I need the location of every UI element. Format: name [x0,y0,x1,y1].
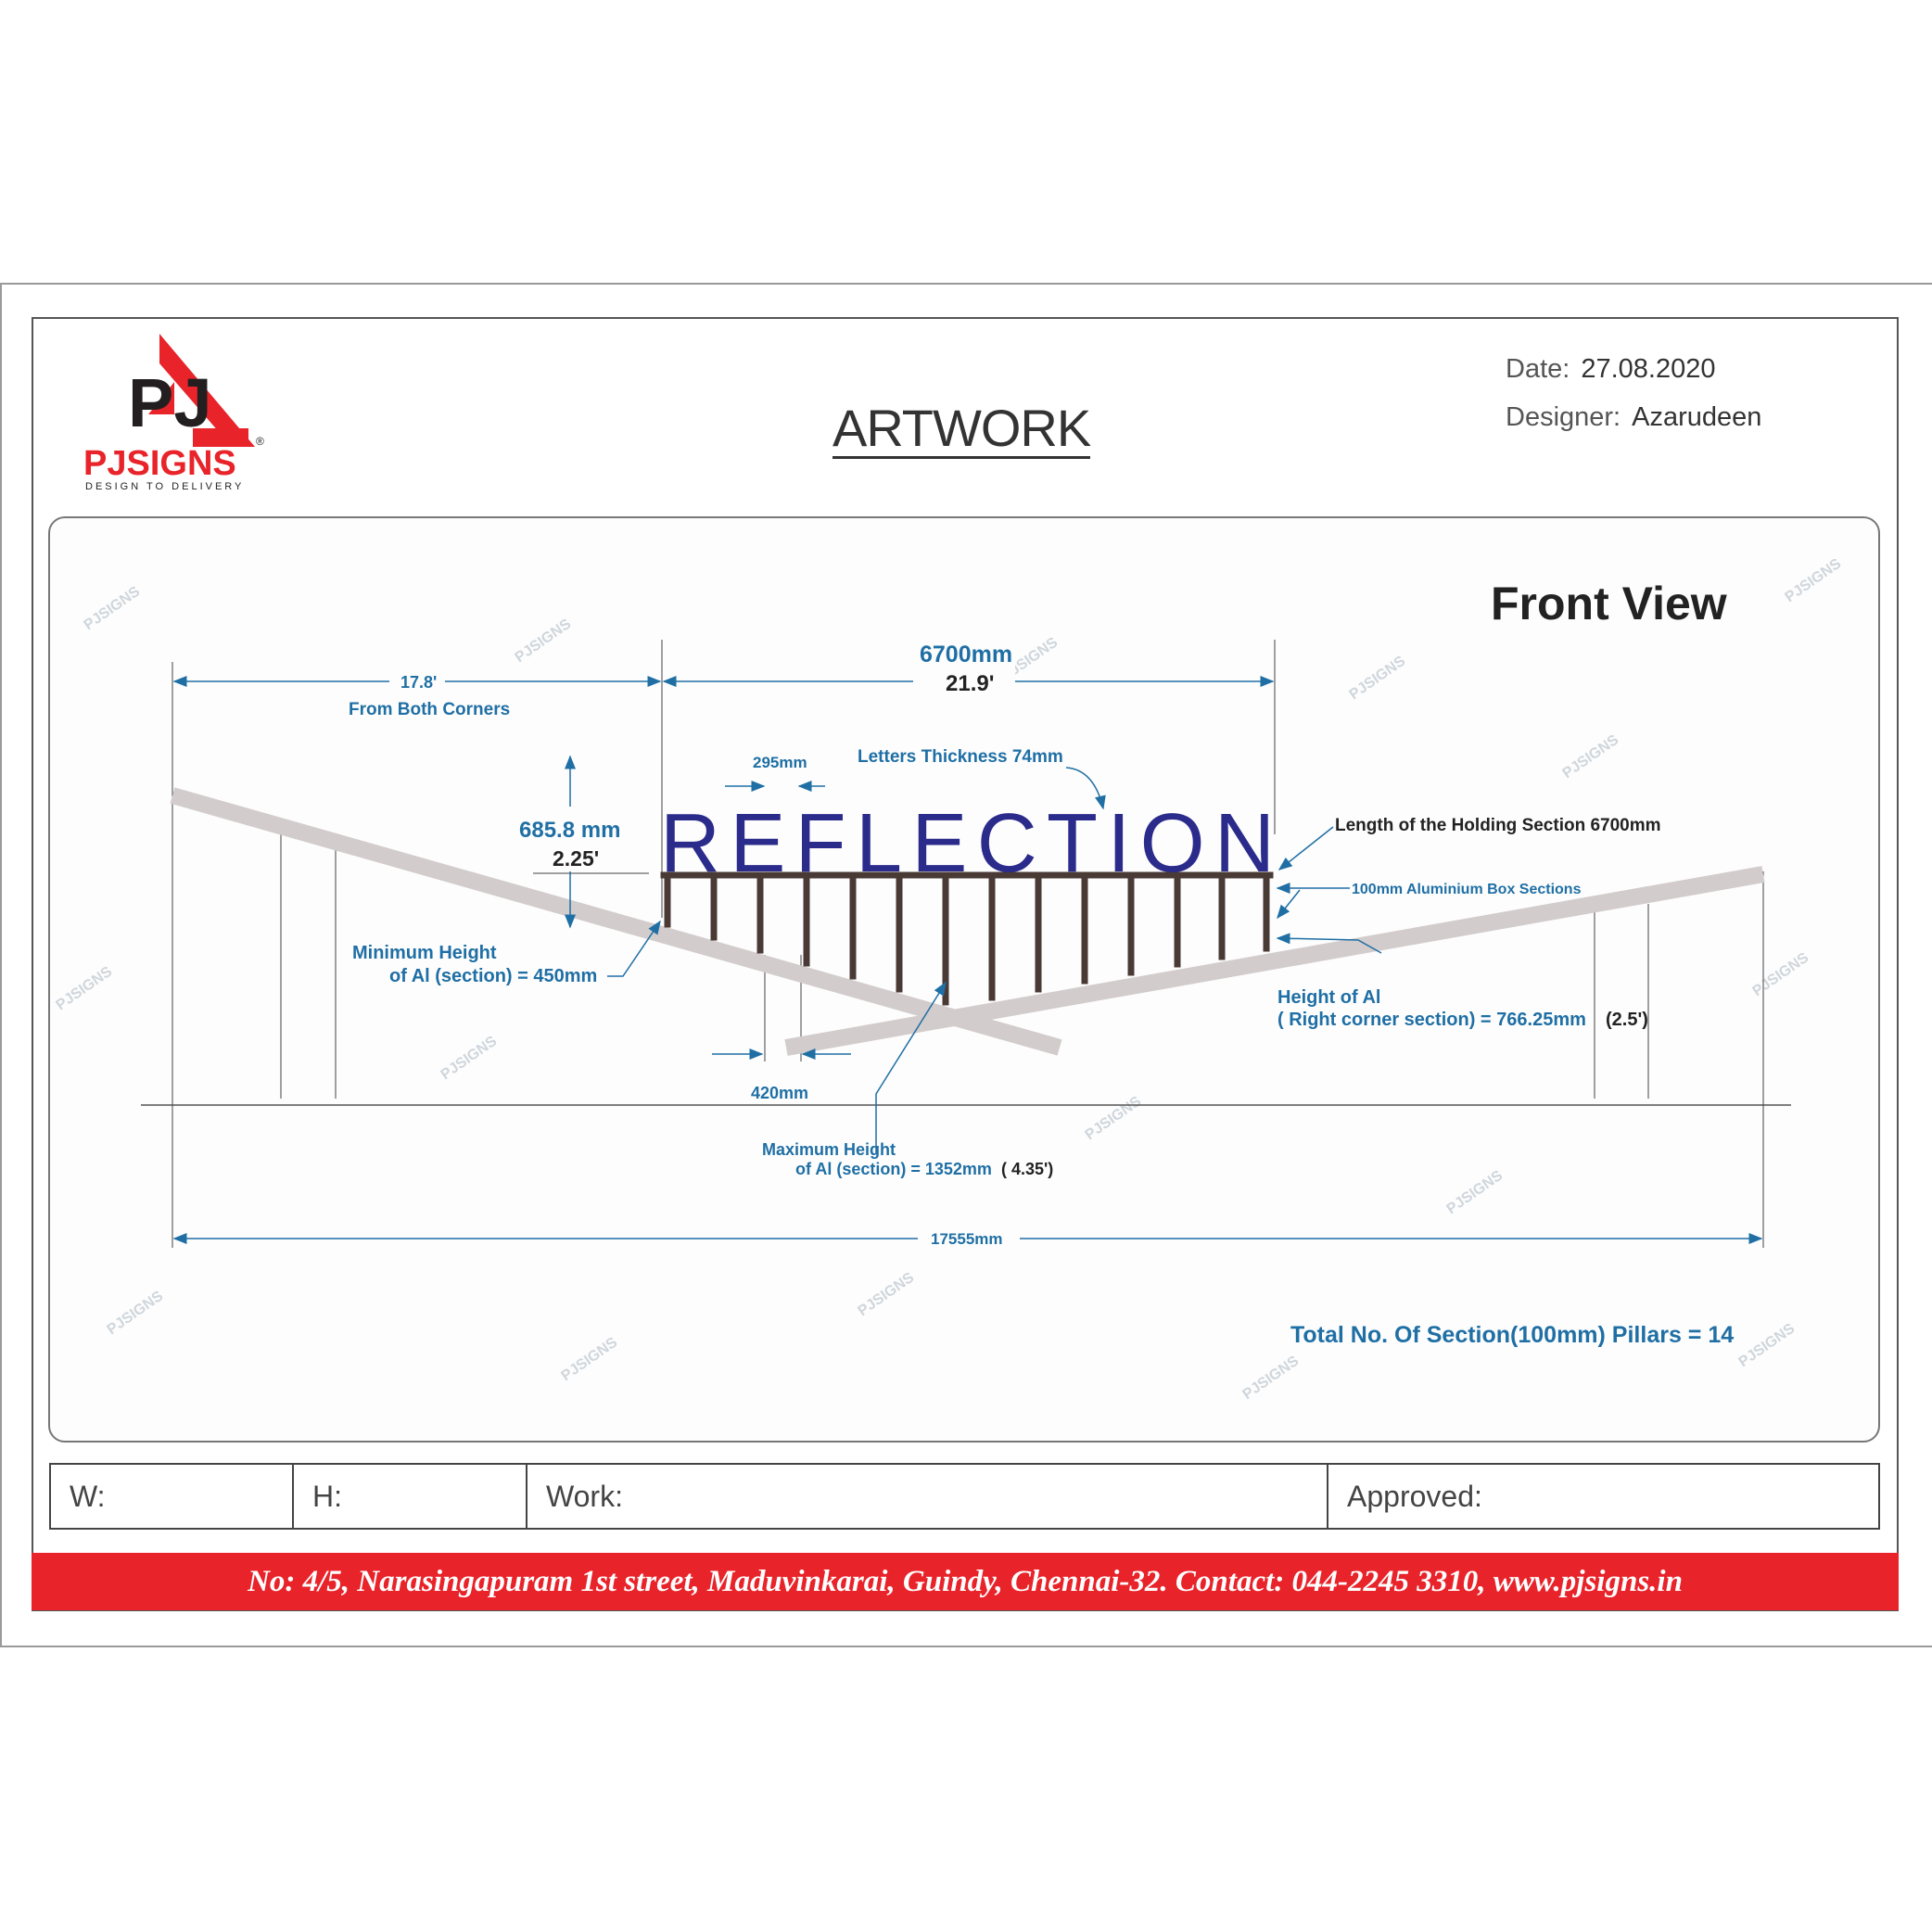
date-label: Date: [1506,354,1570,384]
pjsigns-logo: PJ PJSIGNS ® DESIGN TO DELIVERY [83,334,264,492]
company-address: No: 4/5, Narasingapuram 1st street, Madu… [248,1564,1683,1598]
letter-height-ft: 2.25' [553,846,599,871]
approved-label: Approved: [1347,1479,1482,1513]
left-beam [170,787,1062,1056]
watermark: PJSIGNS [1083,1093,1145,1143]
support-beams [170,787,1765,1056]
max-height-ft: ( 4.35') [1001,1160,1053,1178]
max-height-line1: Maximum Height [762,1140,896,1159]
aluminium-frame [660,871,1274,1006]
watermark: PJSIGNS [1444,1167,1506,1217]
holding-section-leader [1277,826,1334,871]
designer-label: Designer: [1506,402,1621,432]
corner-dimension-note: From Both Corners [349,700,510,719]
date-value: 27.08.2020 [1581,354,1716,384]
max-height-line2: of Al (section) = 1352mm [795,1160,992,1178]
work-field[interactable]: Work: [527,1465,1328,1528]
watermark: PJSIGNS [54,963,116,1013]
watermark: PJSIGNS [1783,555,1845,605]
corner-dimension-value: 17.8' [400,673,437,692]
approved-field[interactable]: Approved: [1328,1465,1878,1528]
pillar-gap: 420mm [751,1084,808,1102]
designer-value: Azarudeen [1632,402,1762,432]
min-height-line2: of Al (section) = 450mm [389,966,597,986]
page-title: ARTWORK [833,399,1091,459]
letter-height-mm: 685.8 mm [519,818,620,843]
right-height-leader [1276,933,1382,954]
extension-lines [172,640,1764,1248]
logo-registered: ® [256,435,264,448]
right-beam [784,866,1765,1056]
watermark: PJSIGNS [1347,653,1409,703]
holding-section-label: Length of the Holding Section 6700mm [1335,816,1661,835]
max-height-leader [875,981,947,1154]
box-sections-label: 100mm Aluminium Box Sections [1352,882,1582,897]
designer-row: Designer: Azarudeen [1506,402,1761,433]
letters-thickness: Letters Thickness 74mm [858,747,1063,767]
address-bar: No: 4/5, Narasingapuram 1st street, Madu… [32,1553,1899,1610]
right-height-line1: Height of Al [1277,987,1380,1008]
height-field[interactable]: H: [294,1465,527,1528]
box-sections-leader [1277,889,1301,920]
watermark: PJSIGNS [82,583,144,633]
approval-table: W: H: Work: Approved: [49,1463,1880,1530]
sign-width-ft: 21.9' [946,671,994,696]
logo-tagline: DESIGN TO DELIVERY [85,481,244,492]
watermark: PJSIGNS [1240,1353,1303,1403]
logo-letters: PJ [128,364,212,441]
logo-name: PJSIGNS [83,444,236,483]
watermark: PJSIGNS [513,616,575,666]
sign-width-mm: 6700mm [920,642,1012,667]
watermark: PJSIGNS [559,1334,621,1384]
total-pillars: Total No. Of Section(100mm) Pillars = 14 [1290,1322,1734,1348]
width-field[interactable]: W: [51,1465,294,1528]
watermark: PJSIGNS [1560,731,1622,782]
thickness-leader [1065,767,1106,810]
watermark: PJSIGNS [1750,949,1812,999]
width-label: W: [70,1479,106,1513]
right-height-ft: (2.5') [1606,1010,1648,1030]
watermark: PJSIGNS [439,1033,501,1083]
letter-width: 295mm [753,754,807,771]
min-height-line1: Minimum Height [352,943,497,963]
right-height-line2: ( Right corner section) = 766.25mm [1277,1010,1586,1030]
height-label: H: [312,1479,342,1513]
sheet-inner-border [32,317,1899,1611]
watermark: PJSIGNS [105,1288,167,1338]
watermark: PJSIGNS [1736,1320,1799,1370]
min-height-leader [607,920,661,977]
watermark: PJSIGNS [856,1269,918,1319]
date-row: Date: 27.08.2020 [1506,354,1715,385]
work-label: Work: [546,1479,623,1513]
view-title: Front View [1491,578,1727,629]
logo-triangle-icon [159,334,255,447]
total-width: 17555mm [931,1230,1003,1248]
